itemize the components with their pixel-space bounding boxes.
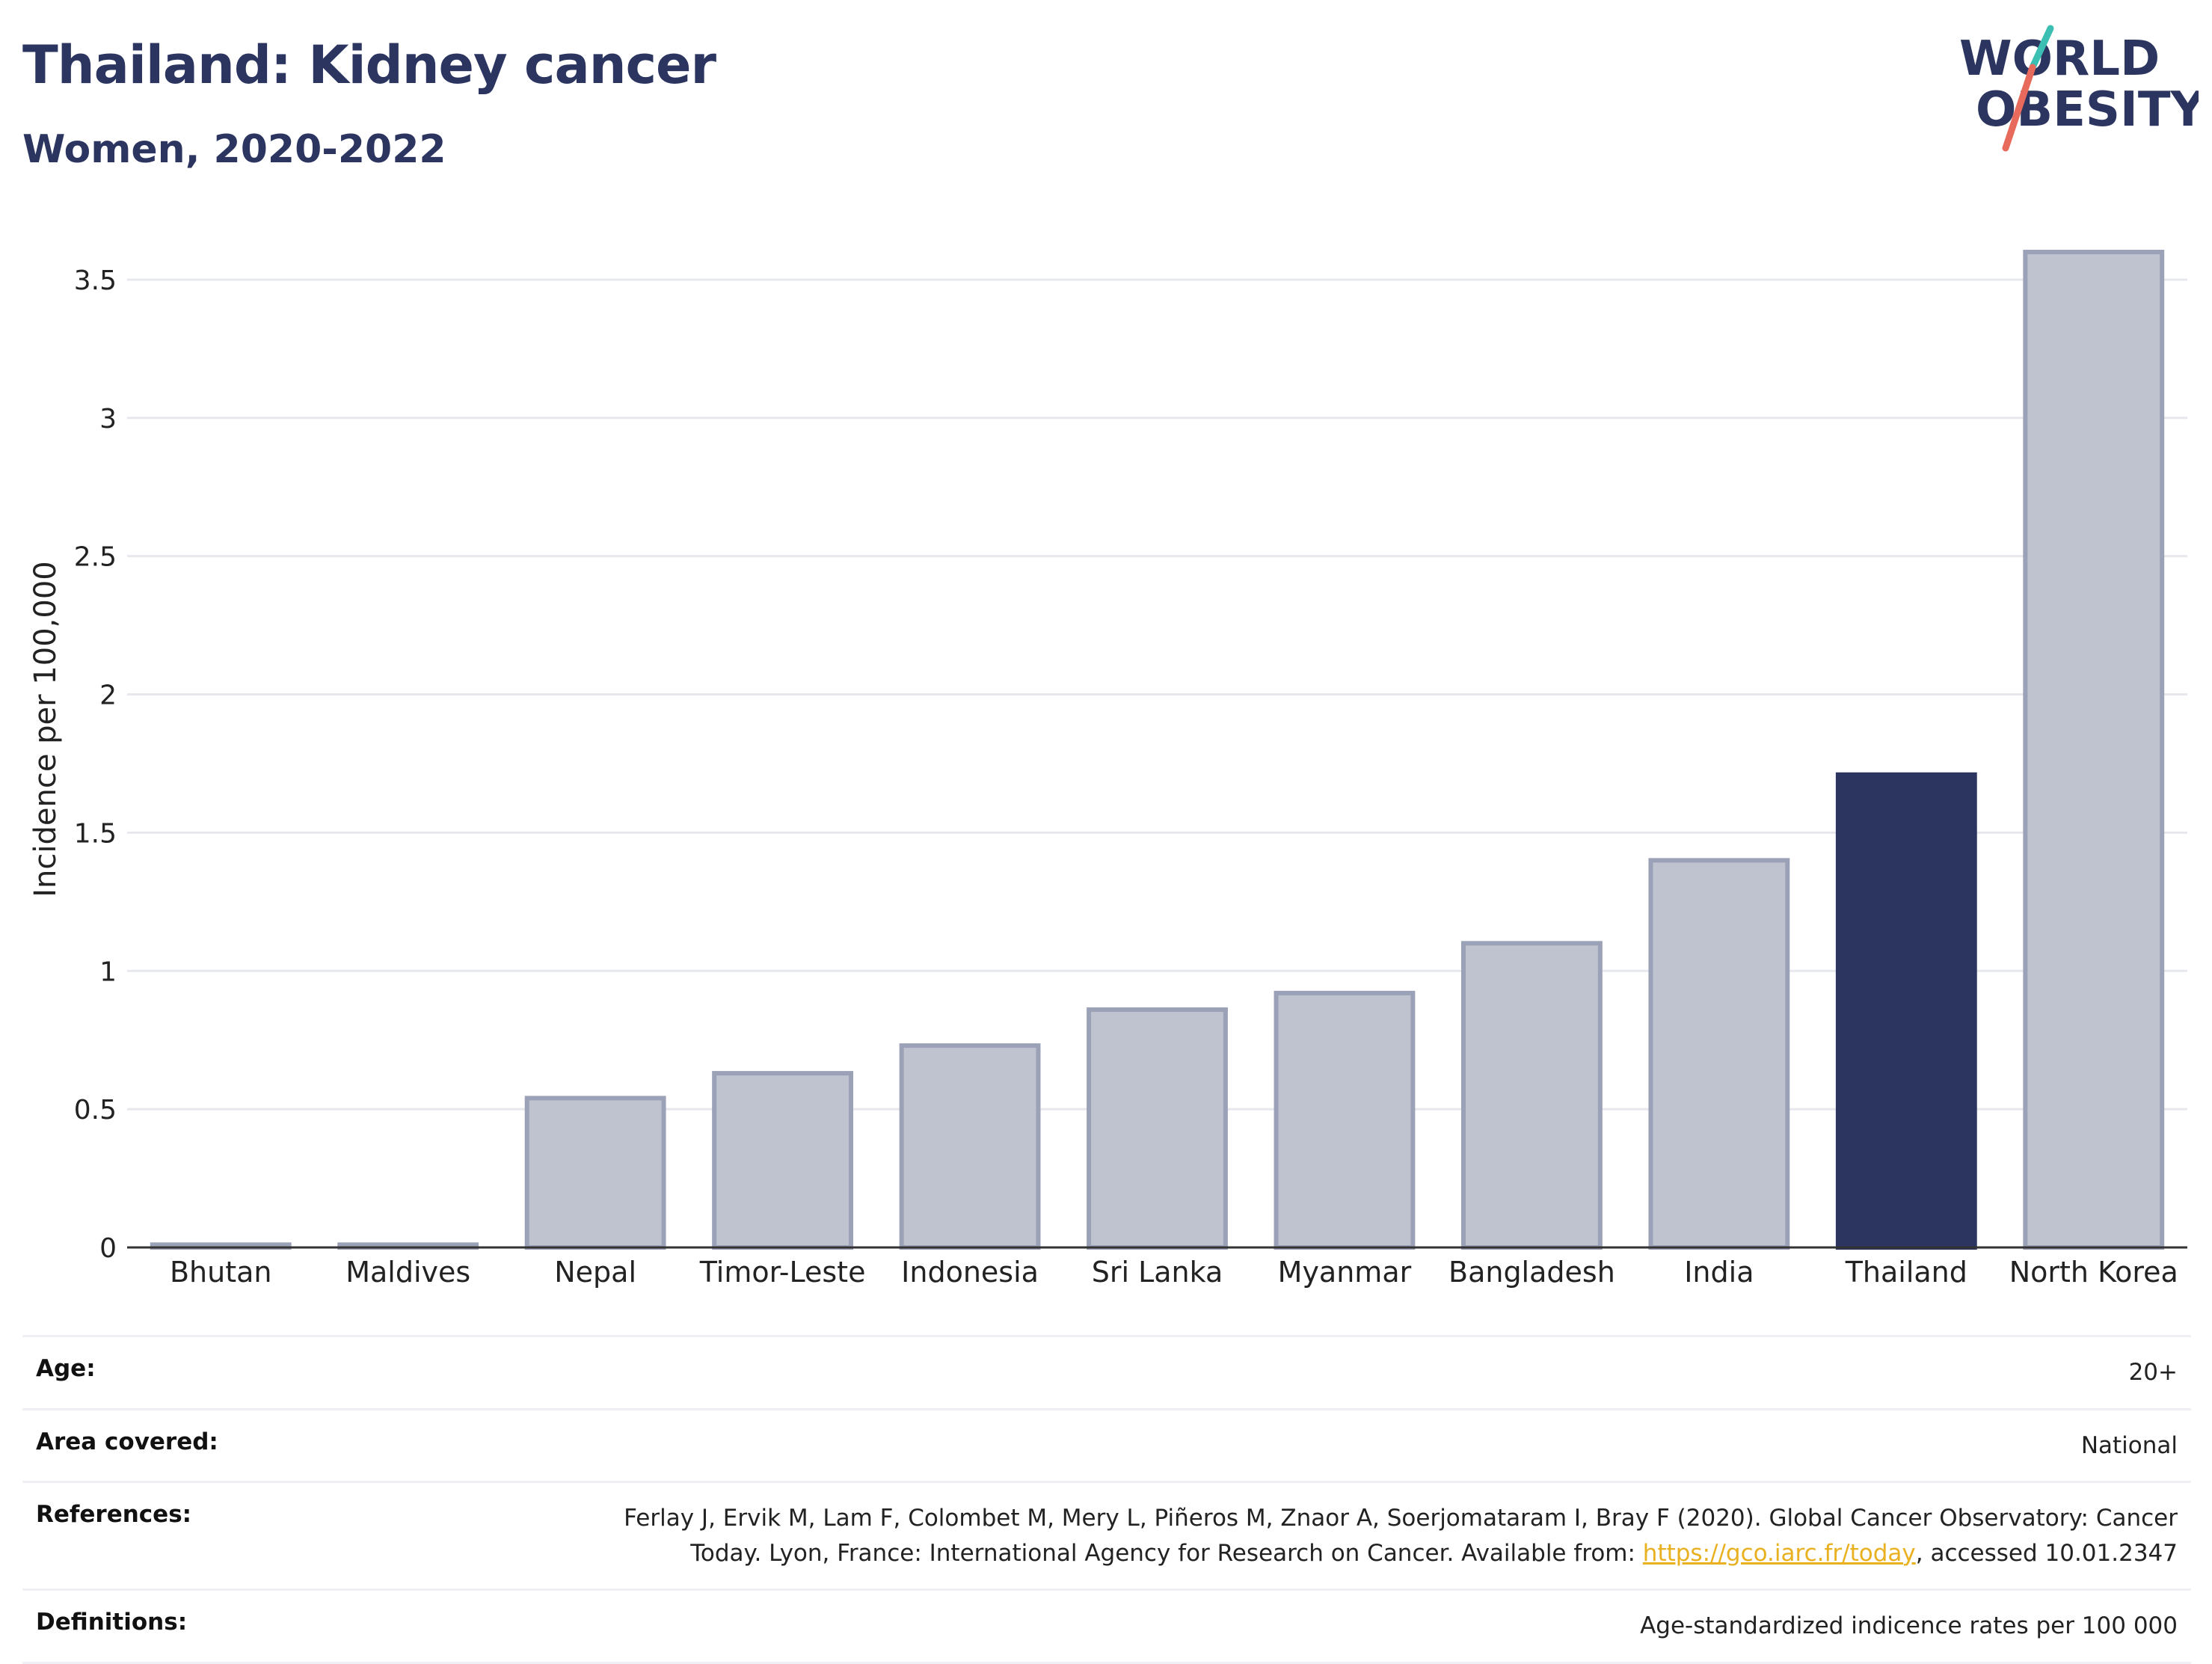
logo-slash-coral xyxy=(2002,64,2036,152)
axes: 0 0.5 1 1.5 2 2.5 3 3.5 Bhutan Maldives Nepal Timor… xyxy=(74,265,2187,1289)
age-label: Age: xyxy=(36,1355,96,1382)
age-value: 20+ xyxy=(2128,1359,2178,1386)
x-tick-label: Indonesia xyxy=(901,1256,1039,1289)
bar-indonesia xyxy=(899,1043,1041,1250)
info-row-area: Area covered: National xyxy=(22,1407,2191,1482)
info-table: Age: 20+ Area covered: National Referenc… xyxy=(22,1335,2191,1664)
y-tick-label: 2.5 xyxy=(74,542,117,573)
definitions-label: Definitions: xyxy=(36,1609,188,1636)
bar-bangladesh xyxy=(1460,941,1603,1250)
x-tick-label: Timor-Leste xyxy=(699,1256,866,1289)
x-tick-label: North Korea xyxy=(2009,1256,2178,1289)
references-link[interactable]: https://gco.iarc.fr/today xyxy=(1642,1539,1916,1567)
area-value: National xyxy=(2080,1431,2178,1459)
bar-thailand xyxy=(1835,772,1977,1250)
y-tick-label: 3 xyxy=(99,404,117,435)
chart-subtitle: Women, 2020-2022 xyxy=(22,127,446,172)
x-tick-label: Nepal xyxy=(554,1256,636,1289)
x-tick-label: Bhutan xyxy=(170,1256,272,1289)
references-value: Ferlay J, Ervik M, Lam F, Colombet M, Me… xyxy=(570,1501,2178,1571)
x-tick-label: India xyxy=(1684,1256,1754,1289)
chart-title: Thailand: Kidney cancer xyxy=(22,34,716,96)
bar-north-korea xyxy=(2023,249,2165,1250)
world-obesity-logo: WORLD OBESITY xyxy=(1959,25,2199,152)
y-tick-label: 2 xyxy=(99,681,117,711)
y-tick-label: 1 xyxy=(99,957,117,987)
bar-myanmar xyxy=(1274,990,1416,1250)
y-tick-label: 3.5 xyxy=(74,265,117,296)
x-tick-label: Sri Lanka xyxy=(1092,1256,1223,1289)
references-text: Ferlay J, Ervik M, Lam F, Colombet M, Me… xyxy=(624,1505,2178,1567)
x-tick-label: Maldives xyxy=(345,1256,470,1289)
x-tick-label: Bangladesh xyxy=(1448,1256,1615,1289)
bar-india xyxy=(1648,858,1790,1250)
bar-chart: 0 0.5 1 1.5 2 2.5 3 3.5 Bhutan Maldives Nepal Timor… xyxy=(28,249,2187,1289)
y-tick-label: 0 xyxy=(99,1233,117,1264)
bar-nepal xyxy=(524,1096,666,1250)
info-row-definitions: Definitions: Age-standardized indicence … xyxy=(22,1588,2191,1664)
area-label: Area covered: xyxy=(36,1428,218,1455)
references-suffix: , accessed 10.01.2347 xyxy=(1915,1539,2178,1567)
x-tick-label: Myanmar xyxy=(1278,1256,1412,1289)
y-axis-label: Incidence per 100,000 xyxy=(28,561,63,897)
definitions-value: Age-standardized indicence rates per 100… xyxy=(1640,1612,2178,1639)
references-label: References: xyxy=(36,1501,192,1528)
x-tick-label: Thailand xyxy=(1845,1256,1967,1289)
y-tick-label: 0.5 xyxy=(74,1095,117,1126)
info-row-age: Age: 20+ xyxy=(22,1335,2191,1408)
logo-slash-teal xyxy=(2029,25,2054,71)
info-row-references: References: Ferlay J, Ervik M, Lam F, Co… xyxy=(22,1481,2191,1588)
logo-line-world: WORLD xyxy=(1959,31,2160,87)
y-tick-label: 1.5 xyxy=(74,818,117,849)
bar-timor-leste xyxy=(712,1071,854,1250)
bars xyxy=(150,249,2165,1250)
bar-sri-lanka xyxy=(1087,1007,1228,1250)
